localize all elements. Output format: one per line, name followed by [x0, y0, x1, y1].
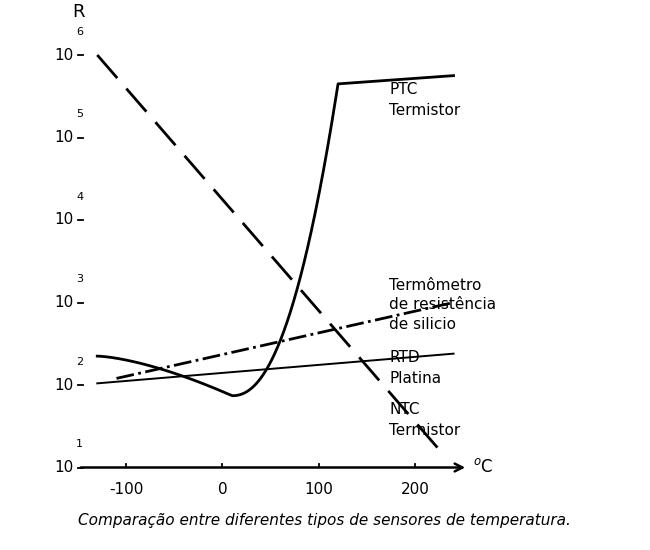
Text: Termômetro
de resistência
de silicio: Termômetro de resistência de silicio [389, 278, 496, 332]
Text: PTC
Termistor: PTC Termistor [389, 82, 460, 118]
Text: 4: 4 [76, 192, 83, 202]
Text: R: R [72, 3, 84, 21]
Text: 3: 3 [76, 274, 83, 284]
Text: 10: 10 [54, 130, 73, 145]
Text: 0: 0 [218, 482, 227, 497]
Text: 2: 2 [76, 357, 83, 367]
Text: 6: 6 [76, 27, 83, 37]
Text: 10: 10 [54, 47, 73, 63]
Text: 1: 1 [76, 439, 83, 449]
Text: Comparação entre diferentes tipos de sensores de temperatura.: Comparação entre diferentes tipos de sen… [78, 513, 571, 528]
Text: 10: 10 [54, 460, 73, 475]
Text: 10: 10 [54, 212, 73, 228]
Text: -100: -100 [109, 482, 144, 497]
Text: 10: 10 [54, 377, 73, 393]
Text: 100: 100 [304, 482, 333, 497]
Text: $^o$C: $^o$C [473, 459, 493, 476]
Text: 10: 10 [54, 295, 73, 310]
Text: 5: 5 [76, 109, 83, 119]
Text: RTD
Platina: RTD Platina [389, 350, 441, 386]
Text: 200: 200 [400, 482, 430, 497]
Text: NTC
Termistor: NTC Termistor [389, 402, 460, 438]
